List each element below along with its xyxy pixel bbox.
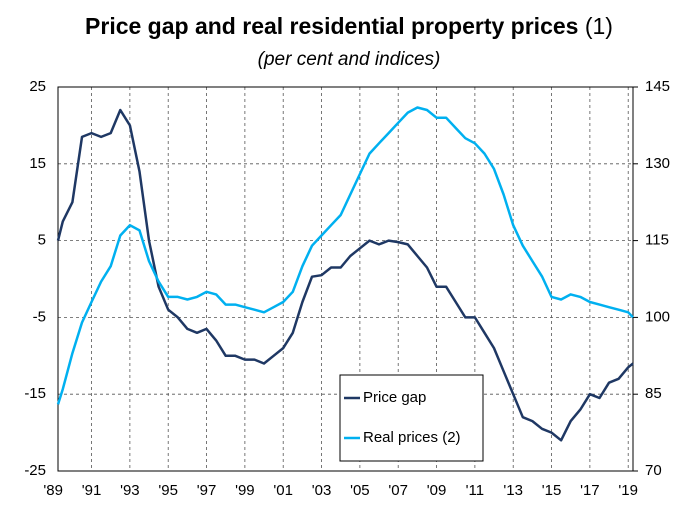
title-main: Price gap and real residential property … [85, 13, 578, 39]
y-tick-label: -15 [24, 385, 46, 402]
x-tick-label: '11 [466, 482, 484, 499]
y-tick-label: 25 [29, 78, 46, 95]
x-tick-label: '09 [427, 482, 447, 499]
x-tick-label: '13 [503, 482, 523, 499]
y2-tick-label: 130 [645, 155, 670, 172]
x-tick-label: '93 [120, 482, 140, 499]
x-tick-label: '07 [388, 482, 408, 499]
y2-tick-label: 85 [645, 385, 662, 402]
x-tick-label: '01 [273, 482, 293, 499]
plot-frame [57, 86, 634, 472]
chart-subtitle: (per cent and indices) [258, 49, 441, 70]
title-note: (1) [585, 13, 613, 39]
x-tick-label: '95 [158, 482, 178, 499]
y2-tick-label: 70 [645, 462, 662, 479]
x-tick-label: '05 [350, 482, 370, 499]
y2-tick-label: 115 [645, 232, 669, 249]
series-line [56, 106, 634, 405]
y-tick-label: -5 [33, 308, 46, 325]
x-tick-label: '99 [235, 482, 255, 499]
x-tick-label: '15 [542, 482, 562, 499]
y-tick-label: -25 [24, 462, 46, 479]
series-line [56, 108, 634, 442]
x-tick-label: '97 [197, 482, 217, 499]
x-tick-label: '17 [580, 482, 600, 499]
legend-label: Price gap [363, 389, 426, 406]
chart-title: Price gap and real residential property … [85, 13, 613, 39]
y-tick-label: 5 [38, 232, 46, 249]
legend-box [339, 374, 484, 462]
x-tick-label: '03 [312, 482, 332, 499]
legend-label: Real prices (2) [363, 429, 461, 446]
y2-tick-label: 145 [645, 78, 670, 95]
y-tick-label: 15 [29, 155, 46, 172]
x-tick-label: '89 [43, 482, 63, 499]
x-tick-label: '19 [618, 482, 638, 499]
y2-tick-label: 100 [645, 308, 670, 325]
x-tick-label: '91 [82, 482, 102, 499]
